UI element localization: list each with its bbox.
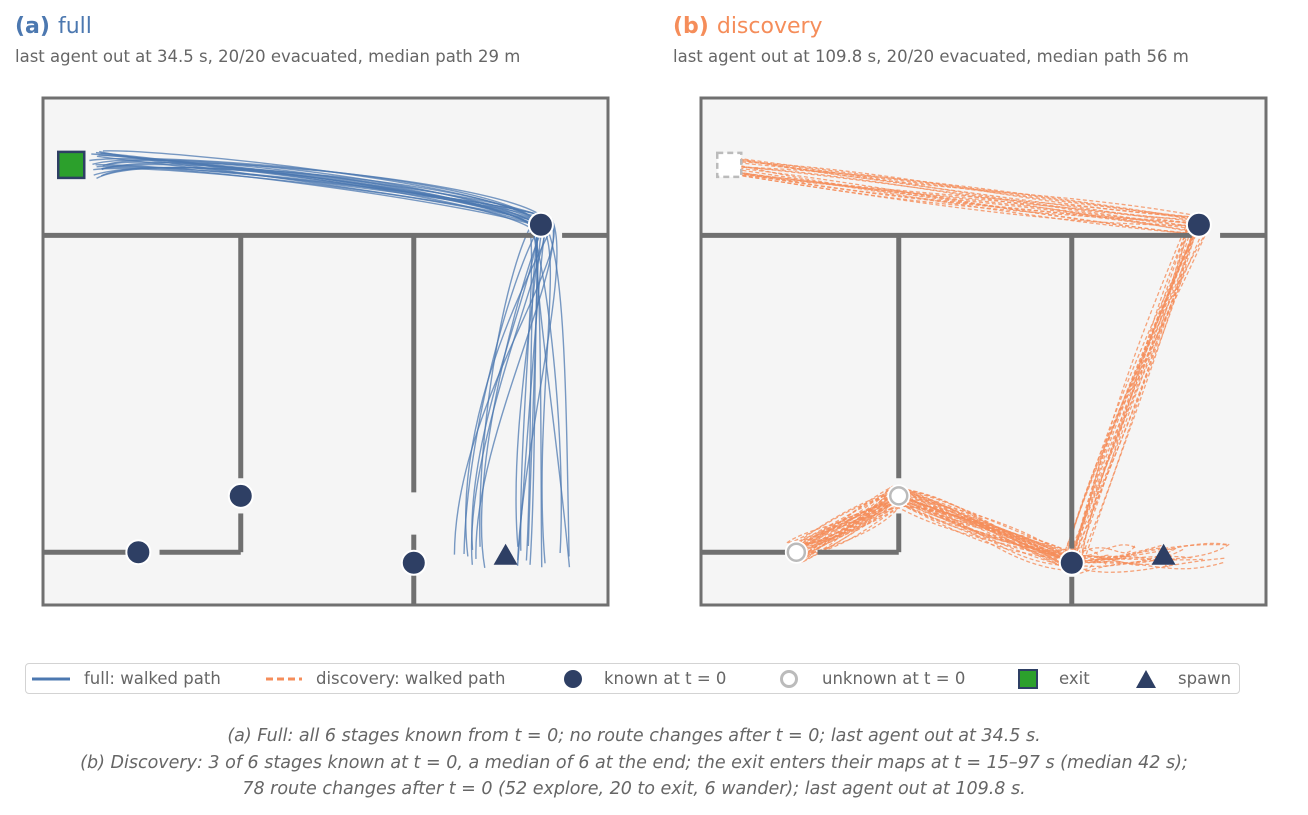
panel-a-title: (a) full (15, 14, 92, 39)
unknown-stage-icon (780, 669, 798, 688)
panel-b-name: discovery (716, 14, 823, 39)
caption-full: (a) Full: all 6 stages known from t = 0;… (227, 726, 1041, 746)
exit-square-icon (1018, 668, 1038, 689)
plot-discovery (699, 96, 1268, 607)
agent-path-discovery-16 (725, 156, 1190, 567)
spawn-triangle-icon (1136, 669, 1156, 688)
agent-path-discovery-18 (723, 170, 1196, 569)
stage-known-discovery-0 (1185, 211, 1212, 238)
agent-path-discovery-9 (733, 167, 1195, 571)
exit-discovery (716, 151, 743, 179)
panel-a-tag: (a) (15, 14, 50, 39)
legend-label-unknown: unknown at t = 0 (822, 669, 966, 688)
legend: full: walked path discovery: walked path… (25, 663, 1240, 694)
stage-known-full-0 (527, 211, 554, 238)
caption-discovery-line2: 78 route changes after t = 0 (52 explore… (242, 779, 1026, 799)
panel-b-tag: (b) (673, 14, 709, 39)
stage-known-full-3 (400, 549, 427, 576)
legend-label-exit: exit (1059, 669, 1090, 688)
panel-b-subtitle: last agent out at 109.8 s, 20/20 evacuat… (673, 47, 1189, 66)
legend-label-known: known at t = 0 (604, 669, 727, 688)
exit-full (57, 150, 86, 180)
spawn-full (493, 543, 518, 565)
stage-known-full-1 (227, 482, 254, 509)
stage-known-discovery-3 (1058, 549, 1085, 576)
stage-unknown-discovery-2 (786, 542, 807, 562)
legend-item-spawn: spawn (1134, 664, 1231, 693)
stage-known-full-2 (125, 539, 152, 566)
floorplan-charts (41, 96, 1268, 607)
agent-path-discovery-6 (730, 166, 1193, 565)
legend-item-unknown: unknown at t = 0 (778, 664, 965, 693)
known-stage-icon (564, 669, 582, 688)
panel-a-name: full (57, 14, 92, 39)
agent-path-full-16 (96, 165, 543, 568)
full-path-line-icon (32, 677, 70, 680)
panel-a-subtitle: last agent out at 34.5 s, 20/20 evacuate… (15, 47, 521, 66)
spawn-discovery (1151, 543, 1176, 565)
boundary-full (41, 96, 610, 607)
legend-label-discovery-path: discovery: walked path (316, 669, 506, 688)
panel-b-title: (b) discovery (673, 14, 823, 39)
legend-item-exit: exit (1017, 664, 1090, 693)
legend-label-full-path: full: walked path (84, 669, 221, 688)
legend-label-spawn: spawn (1178, 669, 1232, 688)
plot-full (41, 96, 610, 607)
boundary-discovery (699, 96, 1268, 607)
legend-item-discovery-path: discovery: walked path (266, 664, 505, 693)
agent-path-discovery-12 (728, 170, 1209, 564)
stage-unknown-discovery-1 (889, 486, 909, 506)
legend-item-full-path: full: walked path (32, 664, 221, 693)
discovery-path-line-icon (266, 677, 302, 680)
legend-item-known: known at t = 0 (562, 664, 726, 693)
caption-discovery-line1: (b) Discovery: 3 of 6 stages known at t … (80, 753, 1188, 773)
